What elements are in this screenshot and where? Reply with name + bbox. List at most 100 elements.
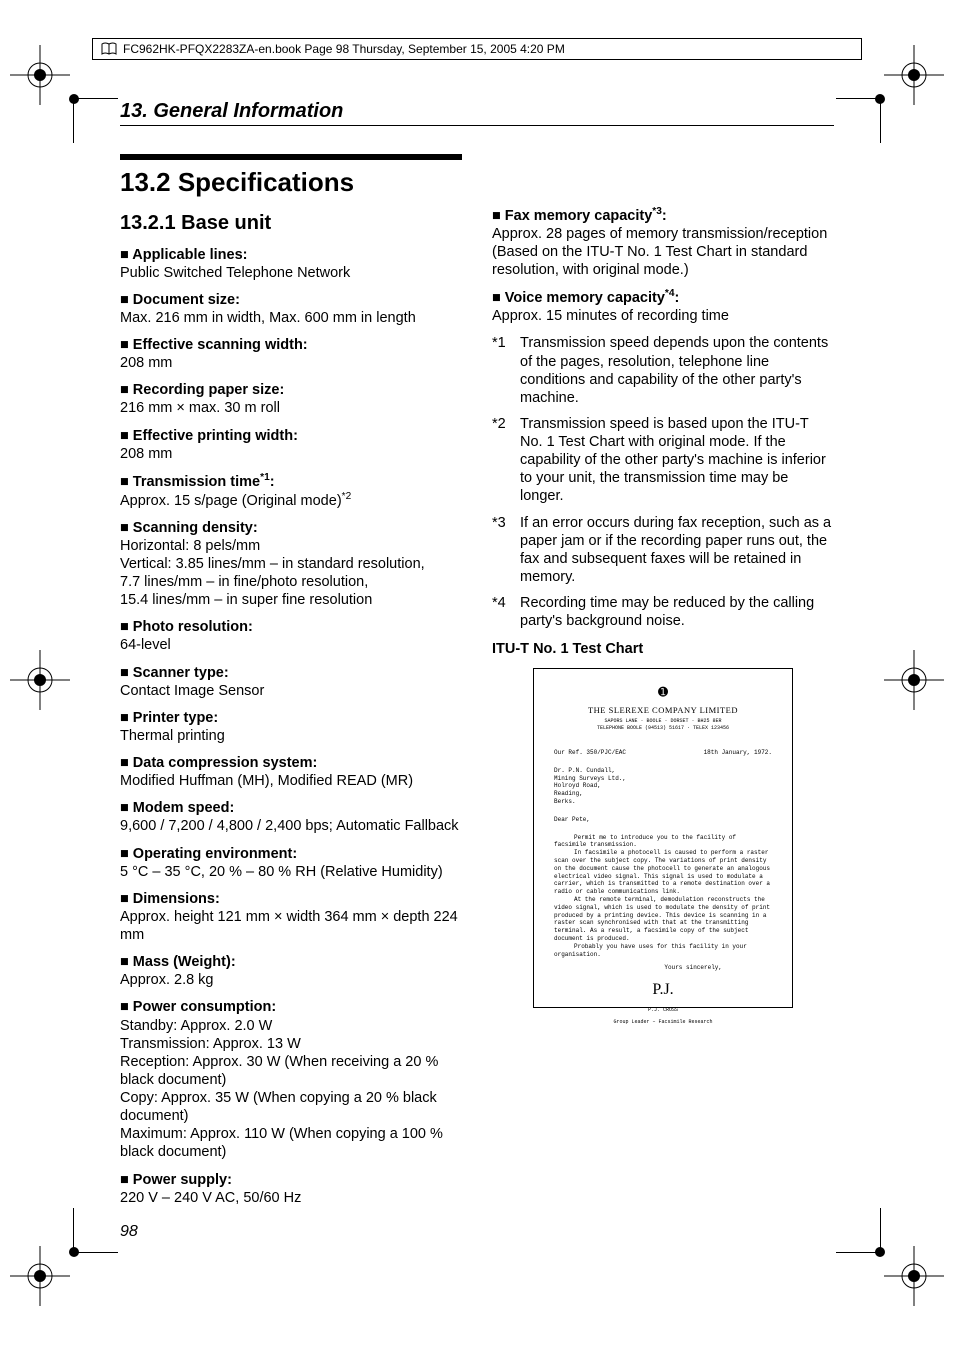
itu-test-chart: ➊ THE SLEREXE COMPANY LIMITED SAPORS LAN… bbox=[533, 668, 793, 1008]
spec-item: Document size:Max. 216 mm in width, Max.… bbox=[120, 291, 462, 327]
itu-sig-name: P.J. CROSS bbox=[554, 1007, 772, 1014]
spec-value: Thermal printing bbox=[120, 727, 462, 745]
spec-value: 220 V – 240 V AC, 50/60 Hz bbox=[120, 1189, 462, 1207]
spec-label: Power supply: bbox=[120, 1172, 232, 1188]
note-key: *4 bbox=[492, 594, 520, 630]
itu-salutation: Dear Pete, bbox=[554, 816, 772, 824]
itu-to: Mining Surveys Ltd., bbox=[554, 775, 772, 783]
itu-address: TELEPHONE BOOLE (94513) 51617 · TELEX 12… bbox=[554, 725, 772, 732]
spec-item: Effective scanning width:208 mm bbox=[120, 336, 462, 372]
itu-paragraph: In facsimile a photocell is caused to pe… bbox=[554, 849, 772, 896]
spec-value: Public Switched Telephone Network bbox=[120, 264, 462, 282]
itu-paragraph: Probably you have uses for this facility… bbox=[554, 943, 772, 959]
itu-company: THE SLEREXE COMPANY LIMITED bbox=[554, 705, 772, 716]
registration-mark-icon bbox=[10, 650, 70, 710]
note-item: *3If an error occurs during fax receptio… bbox=[492, 514, 834, 587]
spec-value: Transmission: Approx. 13 W bbox=[120, 1035, 462, 1053]
spec-value: 9,600 / 7,200 / 4,800 / 2,400 bps; Autom… bbox=[120, 817, 462, 835]
spec-item: Dimensions:Approx. height 121 mm × width… bbox=[120, 890, 462, 944]
spec-label: Scanning density: bbox=[120, 520, 258, 536]
itu-marker-icon: ➊ bbox=[554, 685, 772, 701]
spec-label: Effective scanning width: bbox=[120, 337, 308, 353]
itu-to: Reading, bbox=[554, 790, 772, 798]
spec-value: (Based on the ITU-T No. 1 Test Chart in … bbox=[492, 243, 834, 279]
spec-item: Effective printing width:208 mm bbox=[120, 427, 462, 463]
page-title: 13.2 Specifications bbox=[120, 166, 462, 199]
note-item: *4Recording time may be reduced by the c… bbox=[492, 594, 834, 630]
spec-sup: *4 bbox=[665, 288, 675, 299]
spec-item: Applicable lines:Public Switched Telepho… bbox=[120, 246, 462, 282]
note-item: *1Transmission speed depends upon the co… bbox=[492, 334, 834, 407]
spec-value: Approx. 28 pages of memory transmission/… bbox=[492, 225, 834, 243]
spec-value: 5 °C – 35 °C, 20 % – 80 % RH (Relative H… bbox=[120, 863, 462, 881]
notes-list: *1Transmission speed depends upon the co… bbox=[492, 334, 834, 630]
spec-sup: *2 bbox=[342, 491, 352, 502]
spec-colon: : bbox=[675, 290, 680, 306]
itu-ref: Our Ref. 350/PJC/EAC bbox=[554, 749, 626, 757]
itu-date: 18th January, 1972. bbox=[704, 749, 772, 757]
spec-value: Horizontal: 8 pels/mm bbox=[120, 537, 462, 555]
spec-value: Max. 216 mm in width, Max. 600 mm in len… bbox=[120, 309, 462, 327]
spec-value: Approx. 15 minutes of recording time bbox=[492, 307, 834, 325]
crop-mark-icon bbox=[839, 1211, 899, 1271]
spec-label: Scanner type: bbox=[120, 665, 229, 681]
left-column: 13.2 Specifications 13.2.1 Base unit App… bbox=[120, 154, 462, 1216]
spec-item-fax-memory: Fax memory capacity*3: Approx. 28 pages … bbox=[492, 206, 834, 279]
section-header: 13. General Information bbox=[120, 100, 834, 126]
itu-to: Holroyd Road, bbox=[554, 782, 772, 790]
spec-label: Effective printing width: bbox=[120, 428, 298, 444]
note-text: Transmission speed depends upon the cont… bbox=[520, 334, 834, 407]
sub-title: 13.2.1 Base unit bbox=[120, 211, 462, 236]
spec-label: Dimensions: bbox=[120, 891, 220, 907]
spec-item: Data compression system:Modified Huffman… bbox=[120, 754, 462, 790]
itu-heading: ITU-T No. 1 Test Chart bbox=[492, 640, 834, 658]
spec-item: Scanner type:Contact Image Sensor bbox=[120, 664, 462, 700]
note-text: Transmission speed is based upon the ITU… bbox=[520, 415, 834, 506]
spec-item: Operating environment:5 °C – 35 °C, 20 %… bbox=[120, 845, 462, 881]
crop-mark-icon bbox=[839, 80, 899, 140]
spec-label: Voice memory capacity bbox=[505, 290, 665, 306]
spec-value: Copy: Approx. 35 W (When copying a 20 % … bbox=[120, 1089, 462, 1125]
spec-value: 208 mm bbox=[120, 354, 462, 372]
spec-value: 7.7 lines/mm – in fine/photo resolution, bbox=[120, 573, 462, 591]
page-content: 13. General Information 13.2 Specificati… bbox=[120, 100, 834, 1251]
spec-value: 15.4 lines/mm – in super fine resolution bbox=[120, 591, 462, 609]
spec-item-transmission: Transmission time*1: Approx. 15 s/page (… bbox=[120, 472, 462, 510]
spec-value: 216 mm × max. 30 m roll bbox=[120, 399, 462, 417]
spec-item: Photo resolution:64-level bbox=[120, 618, 462, 654]
spec-item: Recording paper size:216 mm × max. 30 m … bbox=[120, 381, 462, 417]
spec-label: Photo resolution: bbox=[120, 619, 253, 635]
frame-header-text: FC962HK-PFQX2283ZA-en.book Page 98 Thurs… bbox=[123, 42, 565, 56]
spec-label: Document size: bbox=[120, 292, 240, 308]
itu-to: Dr. P.N. Cundall, bbox=[554, 767, 772, 775]
note-text: If an error occurs during fax reception,… bbox=[520, 514, 834, 587]
spec-value: Vertical: 3.85 lines/mm – in standard re… bbox=[120, 555, 462, 573]
spec-value: Contact Image Sensor bbox=[120, 682, 462, 700]
spec-label: Applicable lines: bbox=[120, 247, 247, 263]
spec-label: Fax memory capacity bbox=[505, 208, 653, 224]
spec-value: Maximum: Approx. 110 W (When copying a 1… bbox=[120, 1125, 462, 1161]
spec-sup: *1 bbox=[260, 472, 270, 483]
note-key: *2 bbox=[492, 415, 520, 506]
itu-signature: P.J. bbox=[554, 980, 772, 1001]
spec-colon: : bbox=[270, 474, 275, 490]
itu-paragraph: At the remote terminal, demodulation rec… bbox=[554, 896, 772, 943]
spec-label: Data compression system: bbox=[120, 755, 317, 771]
spec-value: 64-level bbox=[120, 636, 462, 654]
book-icon bbox=[101, 42, 117, 56]
spec-item: Mass (Weight):Approx. 2.8 kg bbox=[120, 953, 462, 989]
spec-value: Reception: Approx. 30 W (When receiving … bbox=[120, 1053, 462, 1089]
spec-item-scanning-density: Scanning density: Horizontal: 8 pels/mm … bbox=[120, 519, 462, 610]
crop-mark-icon bbox=[55, 80, 115, 140]
spec-value: 208 mm bbox=[120, 445, 462, 463]
itu-to: Berks. bbox=[554, 798, 772, 806]
spec-colon: : bbox=[662, 208, 667, 224]
spec-value: Standby: Approx. 2.0 W bbox=[120, 1017, 462, 1035]
note-key: *1 bbox=[492, 334, 520, 407]
spec-label: Modem speed: bbox=[120, 800, 234, 816]
crop-mark-icon bbox=[55, 1211, 115, 1271]
right-column: Fax memory capacity*3: Approx. 28 pages … bbox=[492, 154, 834, 1216]
itu-paragraph: Permit me to introduce you to the facili… bbox=[554, 834, 772, 850]
spec-value: Approx. 2.8 kg bbox=[120, 971, 462, 989]
spec-label: Mass (Weight): bbox=[120, 954, 236, 970]
